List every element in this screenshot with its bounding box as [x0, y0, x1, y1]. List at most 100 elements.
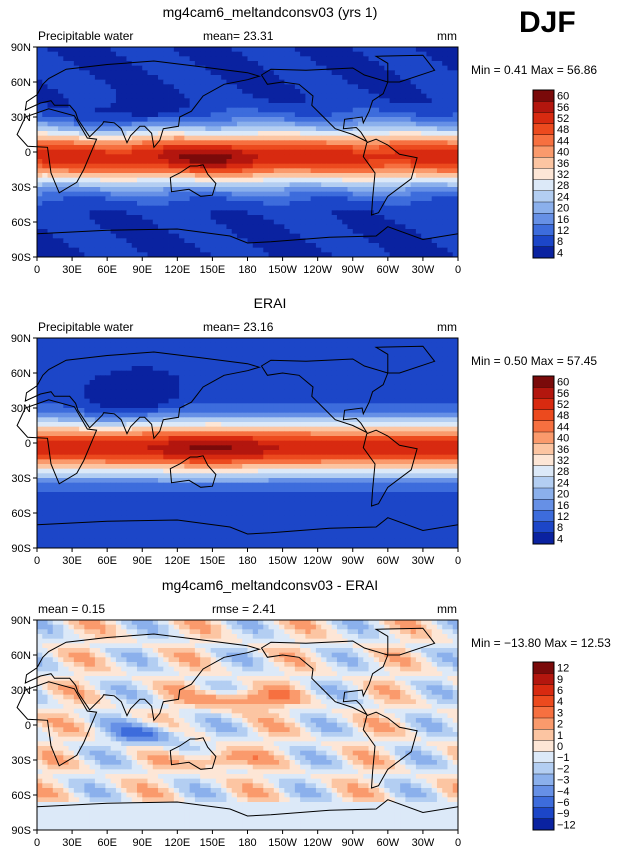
- colorbar-label: 32: [557, 169, 569, 181]
- field-cell: [42, 247, 48, 253]
- field-cell: [84, 154, 91, 160]
- field-cell: [305, 117, 312, 123]
- field-cell: [305, 201, 312, 207]
- field-cell: [426, 84, 433, 90]
- field-cell: [84, 121, 91, 127]
- field-cell: [100, 126, 106, 132]
- field-cell: [105, 196, 112, 202]
- field-cell: [389, 61, 396, 67]
- field-cell: [379, 370, 385, 376]
- field-cell: [452, 342, 459, 348]
- field-cell: [163, 177, 169, 183]
- field-cell: [37, 398, 43, 404]
- field-cell: [89, 121, 96, 127]
- field-cell: [421, 117, 427, 123]
- field-cell: [221, 187, 227, 193]
- field-cell: [447, 196, 454, 202]
- field-cell: [442, 65, 448, 71]
- field-cell: [242, 121, 248, 127]
- field-cell: [284, 51, 290, 57]
- field-cell: [431, 205, 438, 211]
- field-cell: [131, 140, 138, 146]
- field-cell: [73, 70, 80, 76]
- field-cell: [310, 215, 317, 221]
- field-cell: [247, 384, 254, 390]
- field-cell: [200, 252, 206, 258]
- field-cell: [115, 107, 122, 113]
- field-cell: [110, 89, 117, 95]
- field-cell: [442, 238, 448, 244]
- field-cell: [415, 135, 422, 141]
- field-cell: [231, 103, 238, 109]
- field-cell: [189, 131, 196, 137]
- field-cell: [52, 370, 59, 376]
- field-cell: [52, 145, 59, 151]
- field-cell: [84, 182, 91, 188]
- field-cell: [368, 342, 375, 348]
- field-cell: [426, 361, 433, 367]
- field-cell: [384, 229, 390, 235]
- field-cell: [268, 347, 275, 353]
- field-cell: [163, 149, 169, 155]
- field-cell: [189, 47, 196, 53]
- field-cell: [58, 89, 64, 95]
- field-cell: [247, 243, 254, 249]
- field-cell: [158, 126, 164, 132]
- field-cell: [326, 233, 333, 239]
- field-cell: [142, 51, 148, 57]
- field-cell: [258, 177, 264, 183]
- field-cell: [247, 93, 254, 99]
- field-cell: [315, 215, 322, 221]
- field-cell: [389, 342, 396, 348]
- field-cell: [258, 163, 264, 169]
- field-cell: [100, 356, 106, 362]
- field-cell: [389, 219, 396, 225]
- field-cell: [226, 89, 233, 95]
- field-cell: [279, 380, 285, 386]
- field-cell: [363, 342, 369, 348]
- field-cell: [305, 238, 312, 244]
- field-cell: [258, 93, 264, 99]
- field-cell: [300, 140, 306, 146]
- field-cell: [331, 384, 338, 390]
- field-cell: [158, 149, 164, 155]
- field-cell: [37, 389, 43, 395]
- field-cell: [79, 238, 85, 244]
- field-cell: [205, 98, 212, 104]
- field-cell: [442, 408, 448, 414]
- field-cell: [321, 177, 327, 183]
- field-cell: [279, 168, 285, 174]
- y-tick-label: 30S: [11, 182, 31, 194]
- field-cell: [200, 201, 206, 207]
- field-cell: [115, 361, 122, 367]
- field-cell: [247, 61, 254, 67]
- colorbar-swatch: [532, 246, 555, 259]
- field-cell: [305, 347, 312, 353]
- field-cell: [110, 131, 117, 137]
- field-cell: [405, 224, 412, 230]
- field-cell: [231, 252, 238, 258]
- field-cell: [426, 65, 433, 71]
- field-cell: [68, 70, 75, 76]
- field-cell: [42, 201, 48, 207]
- field-cell: [115, 89, 122, 95]
- field-cell: [368, 98, 375, 104]
- field-cell: [58, 380, 64, 386]
- field-cell: [200, 173, 206, 179]
- field-cell: [131, 201, 138, 207]
- field-cell: [421, 154, 427, 160]
- field-cell: [289, 191, 296, 197]
- field-cell: [258, 131, 264, 137]
- field-cell: [37, 338, 43, 344]
- field-cell: [268, 168, 275, 174]
- field-cell: [189, 177, 196, 183]
- field-cell: [179, 75, 185, 81]
- field-cell: [258, 79, 264, 85]
- field-cell: [105, 352, 112, 358]
- field-cell: [268, 98, 275, 104]
- field-cell: [415, 61, 422, 67]
- field-cell: [442, 177, 448, 183]
- field-cell: [436, 107, 443, 113]
- field-cell: [436, 366, 443, 372]
- field-cell: [179, 384, 185, 390]
